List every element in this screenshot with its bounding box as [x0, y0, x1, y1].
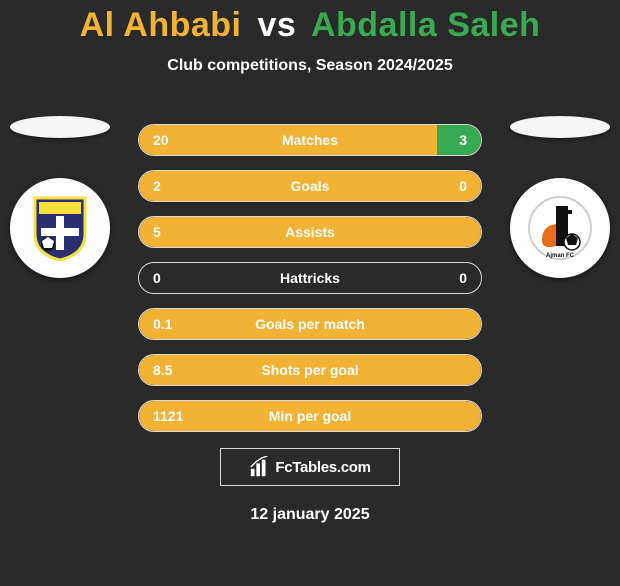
- stats-stage: Ajman FC 203Matches20Goals5Assists00Hatt…: [0, 116, 620, 451]
- stat-row: 0 0 Hattricks: [138, 262, 482, 294]
- club-logo-right: Ajman FC: [510, 178, 610, 278]
- player2-name: Abdalla Saleh: [311, 6, 540, 44]
- club-logo-left: [10, 178, 110, 278]
- svg-text:Ajman FC: Ajman FC: [546, 253, 575, 259]
- stat-label: Shots per goal: [261, 362, 358, 378]
- stat-value-left: 1121: [153, 408, 183, 424]
- stat-value-left: 2: [153, 178, 161, 194]
- stat-row: 0.1 Goals per match: [138, 308, 482, 340]
- stat-value-left: 0: [153, 270, 161, 286]
- player2-badge-col: Ajman FC: [500, 116, 620, 278]
- stat-value-left: 8.5: [153, 362, 172, 378]
- stat-row: 1121 Min per goal: [138, 400, 482, 432]
- stat-value-right: 3: [459, 132, 467, 148]
- stat-value-right: 0: [459, 270, 467, 286]
- vs-word: vs: [257, 6, 296, 44]
- brand-text: FcTables.com: [275, 459, 370, 476]
- comparison-title: Al Ahbabi vs Abdalla Saleh: [0, 6, 620, 45]
- stat-label: Assists: [285, 224, 335, 240]
- brand-box[interactable]: FcTables.com: [220, 448, 400, 486]
- stat-label: Min per goal: [269, 408, 351, 424]
- stat-row: 2 0 Goals: [138, 170, 482, 202]
- stat-row: 20 3 Matches: [138, 124, 482, 156]
- stat-label: Matches: [282, 132, 338, 148]
- stat-row: 8.5 Shots per goal: [138, 354, 482, 386]
- stat-label: Goals per match: [255, 316, 365, 332]
- stat-label: Hattricks: [280, 270, 340, 286]
- player2-ellipse: [510, 116, 610, 138]
- player1-name: Al Ahbabi: [80, 6, 242, 44]
- player1-badge-col: [0, 116, 120, 278]
- bars-icon: [249, 456, 271, 478]
- stat-rows: 203Matches20Goals5Assists00Hattricks0.1G…: [138, 124, 482, 446]
- shield-icon: [31, 194, 89, 262]
- stat-value-right: 0: [459, 178, 467, 194]
- stat-value-left: 5: [153, 224, 161, 240]
- subtitle: Club competitions, Season 2024/2025: [0, 57, 620, 75]
- ajman-icon: Ajman FC: [528, 196, 592, 260]
- stat-row: 5 Assists: [138, 216, 482, 248]
- stat-value-left: 20: [153, 132, 169, 148]
- stat-label: Goals: [291, 178, 330, 194]
- player1-ellipse: [10, 116, 110, 138]
- date-text: 12 january 2025: [0, 506, 620, 524]
- stat-value-left: 0.1: [153, 316, 172, 332]
